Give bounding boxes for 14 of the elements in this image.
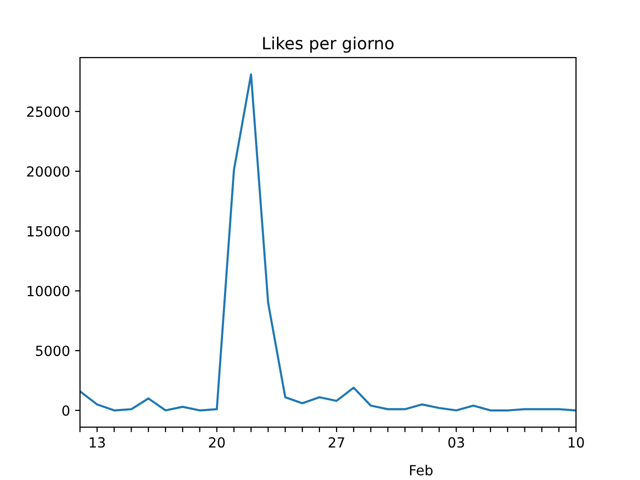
y-tick-label: 20000 [27,166,70,177]
y-tick-label: 25000 [27,106,70,117]
x-tick-label: 20 [209,437,225,448]
y-tick-label: 10000 [28,286,70,296]
chart-title: Likes per giorno [263,36,394,53]
x-tick-label: 10 [568,437,584,448]
x-tick-label: 03 [448,437,464,448]
y-tick-label: 0 [62,405,70,416]
text: Feb [410,464,433,476]
line-series [80,73,576,412]
y-tick-label: 5000 [36,346,70,356]
y-tick-label: 15000 [28,226,70,237]
x-tick-label: 13 [90,437,105,448]
x-tick-label: 27 [328,437,344,448]
